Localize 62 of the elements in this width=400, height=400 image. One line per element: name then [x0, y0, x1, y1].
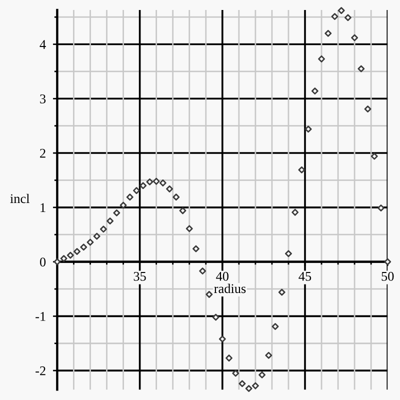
point [245, 385, 252, 392]
point [113, 209, 120, 216]
point [100, 226, 107, 233]
y-tick-label: -1 [36, 312, 46, 321]
point [206, 290, 213, 298]
point [304, 126, 312, 133]
point [351, 34, 358, 42]
point [338, 7, 345, 14]
point [252, 382, 259, 390]
point [86, 238, 94, 246]
point [238, 380, 246, 388]
x-tick-label: 50 [382, 272, 394, 281]
point [226, 354, 232, 362]
point [60, 255, 68, 262]
point [152, 178, 160, 185]
point [278, 288, 286, 296]
point [358, 65, 365, 72]
point [199, 268, 206, 275]
y-tick-label: -2 [36, 366, 46, 376]
y-tick-label: 2 [40, 148, 46, 158]
point [126, 194, 134, 201]
point [324, 30, 332, 37]
point [292, 208, 299, 216]
point [106, 218, 114, 224]
point [272, 323, 279, 330]
point [133, 187, 140, 194]
point [285, 250, 292, 258]
point [159, 179, 166, 186]
point [192, 245, 200, 252]
point [378, 204, 384, 212]
point [370, 152, 378, 160]
point [146, 178, 154, 186]
x-tick-label: 35 [134, 272, 146, 281]
point [74, 248, 80, 255]
x-axis-title: radius [214, 284, 246, 294]
point [265, 352, 272, 359]
point [66, 252, 74, 259]
point [166, 185, 174, 192]
y-tick-label: 3 [40, 94, 46, 104]
point [218, 336, 226, 342]
point [140, 182, 147, 190]
point [80, 244, 88, 251]
point [212, 314, 220, 321]
y-tick-label: 4 [40, 40, 46, 49]
y-tick-label: 0 [40, 258, 46, 267]
point [258, 371, 266, 378]
x-tick-label: 45 [298, 272, 312, 281]
y-axis-title: incl [10, 194, 30, 204]
point [172, 194, 180, 201]
point [120, 202, 127, 209]
point [298, 166, 306, 174]
point [186, 225, 193, 232]
point [331, 13, 338, 20]
x-tick-label: 40 [216, 272, 228, 281]
point [93, 232, 100, 240]
y-tick-label: 1 [40, 203, 46, 212]
point [318, 55, 325, 62]
point [232, 370, 240, 377]
point [344, 14, 352, 22]
point [364, 106, 372, 112]
point [311, 88, 318, 95]
point [179, 207, 186, 214]
